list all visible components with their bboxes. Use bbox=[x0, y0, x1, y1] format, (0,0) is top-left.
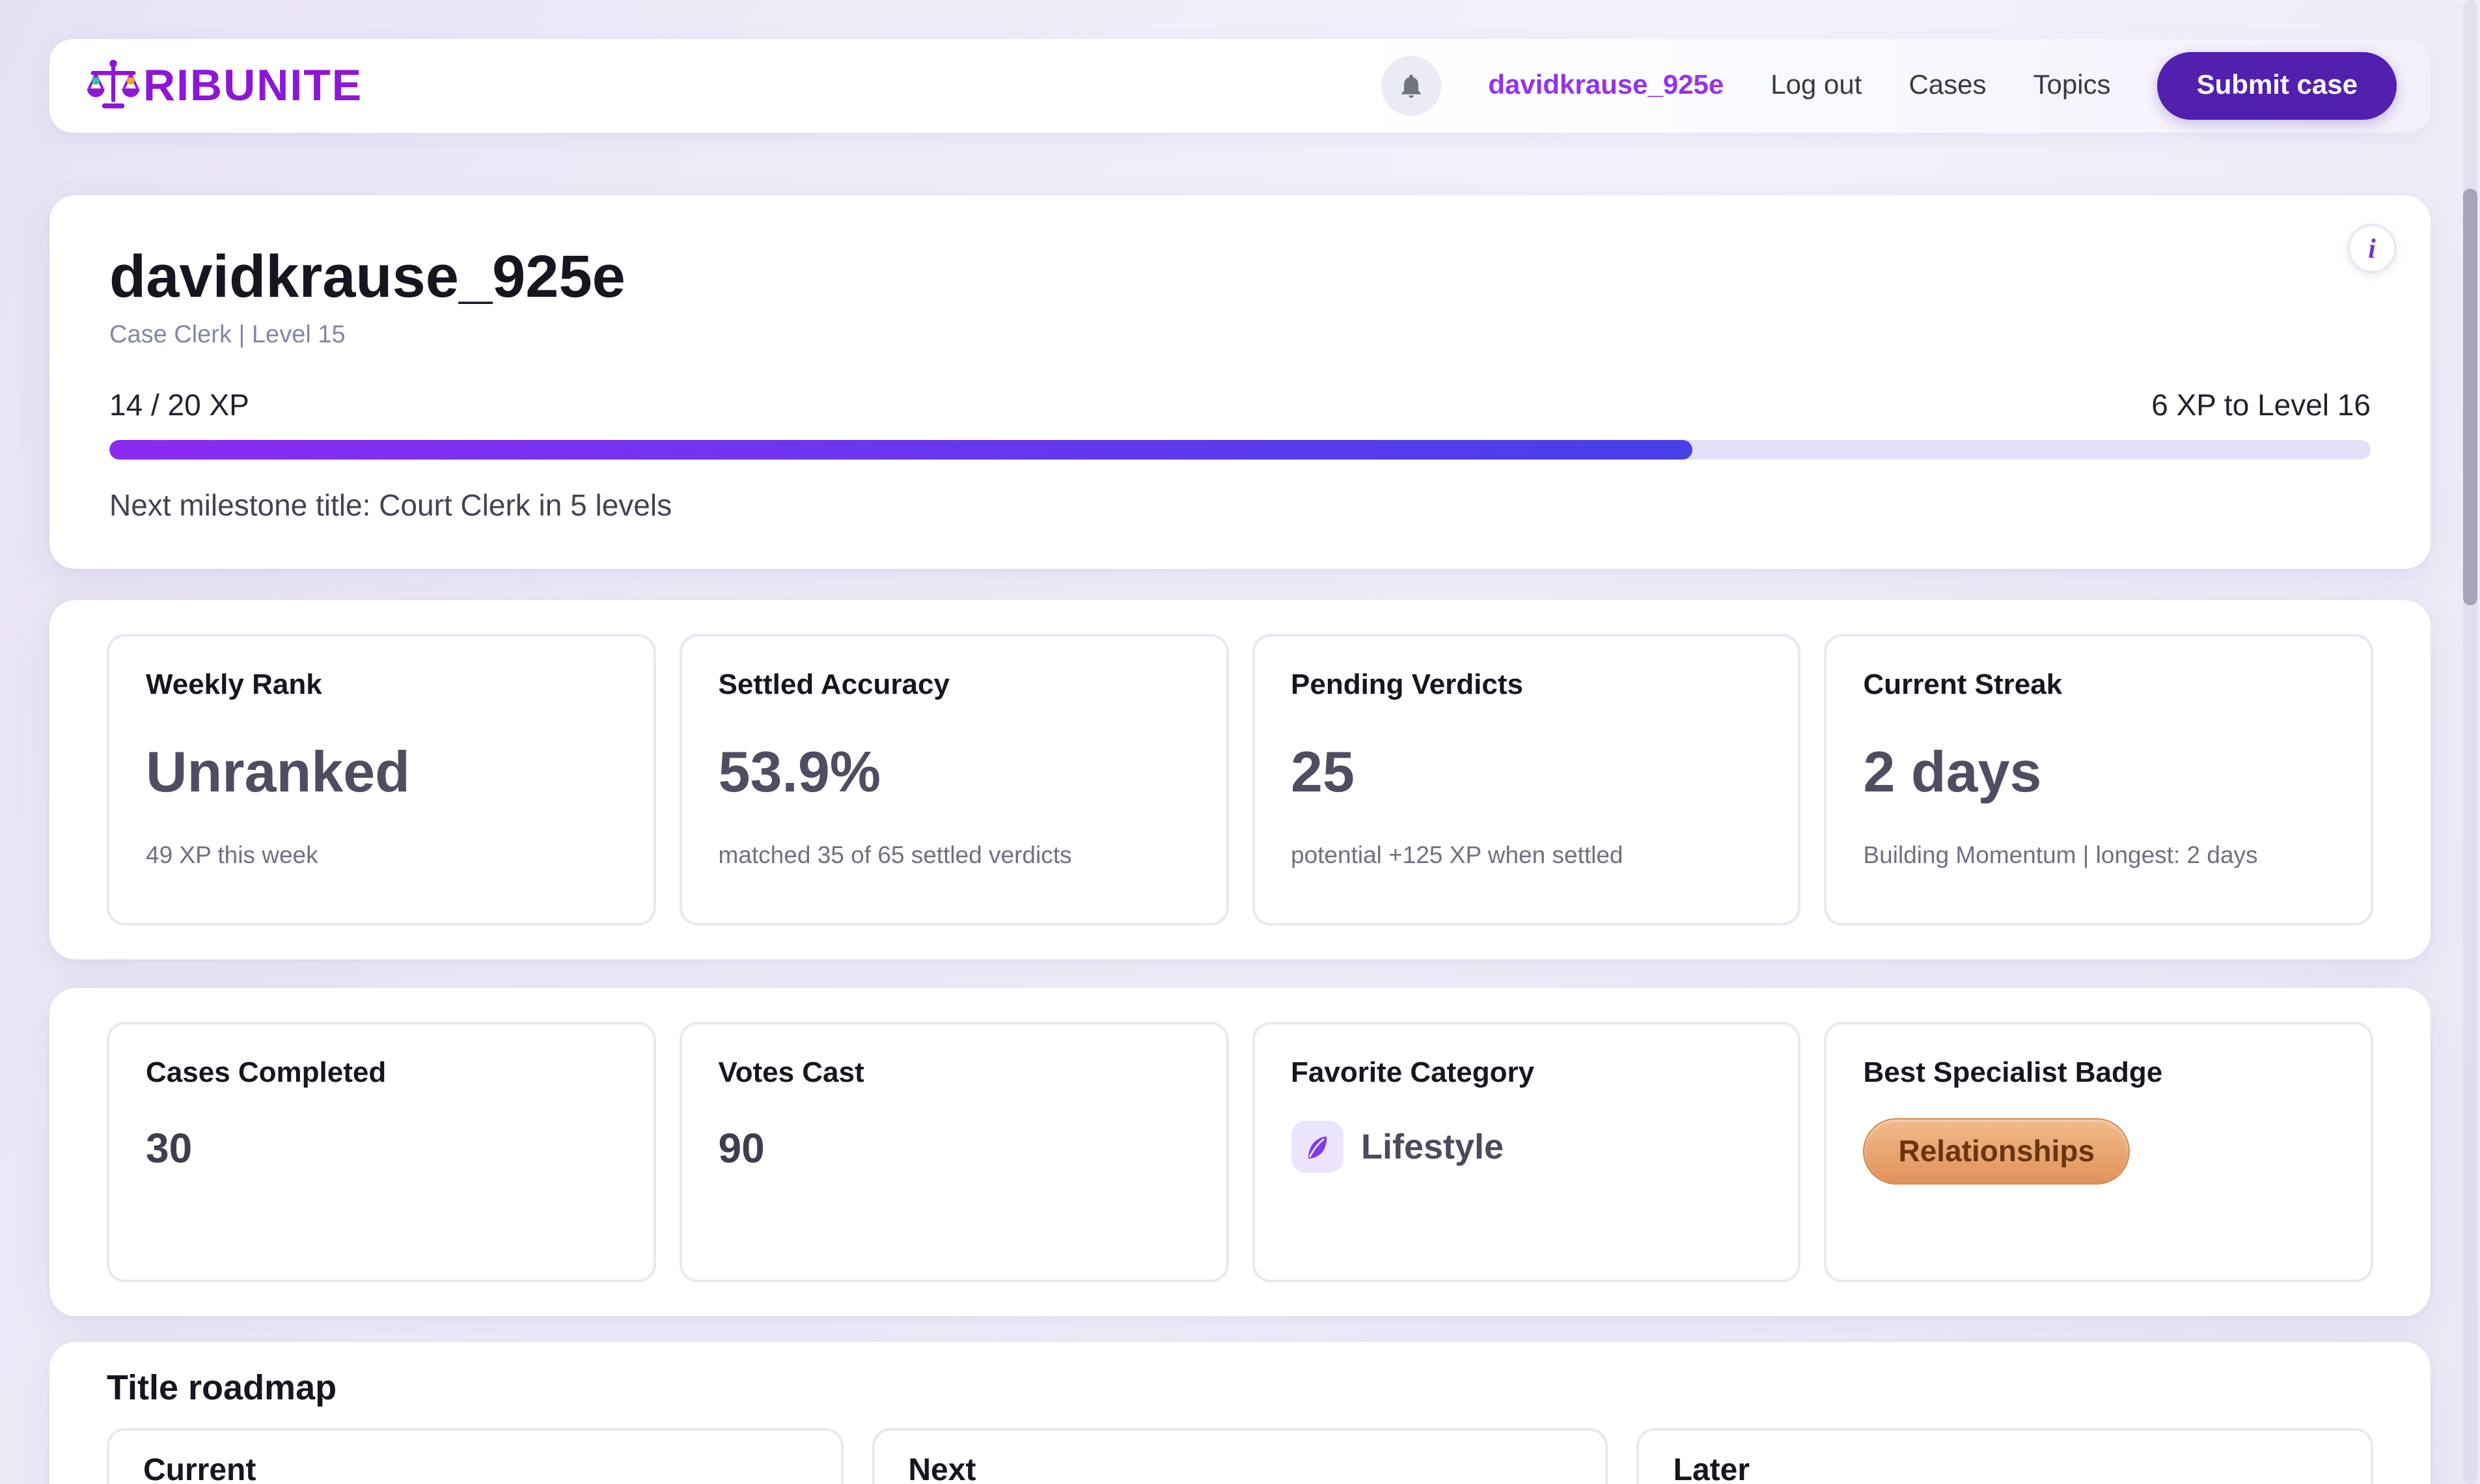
stat-title: Weekly Rank bbox=[146, 668, 322, 700]
stat-value: 30 bbox=[146, 1125, 193, 1172]
roadmap-title: Title roadmap bbox=[107, 1368, 337, 1407]
profile-card: davidkrause_925e Case Clerk | Level 15 1… bbox=[49, 195, 2431, 569]
secondary-stats-grid: Cases Completed 30 Votes Cast 90 Favorit… bbox=[107, 1022, 2373, 1282]
stat-caption: matched 35 of 65 settled verdicts bbox=[718, 841, 1072, 868]
stat-value: 2 days bbox=[1863, 741, 2042, 804]
title-roadmap-panel: Title roadmap Current Next Later bbox=[49, 1342, 2431, 1484]
info-button[interactable]: i bbox=[2347, 224, 2397, 273]
notifications-button[interactable] bbox=[1381, 56, 1442, 116]
scrollbar-thumb[interactable] bbox=[2463, 189, 2477, 605]
roadmap-grid: Current Next Later bbox=[107, 1428, 2373, 1484]
favorite-category-value: Lifestyle bbox=[1361, 1127, 1504, 1166]
navbar: RIBUNITE davidkrause_925e Log out Cases … bbox=[49, 39, 2431, 133]
stat-card-best-specialist-badge: Best Specialist Badge Relationships bbox=[1824, 1022, 2373, 1282]
roadmap-card-label: Current bbox=[143, 1453, 256, 1484]
leaf-icon bbox=[1291, 1121, 1343, 1173]
primary-stats-grid: Weekly Rank Unranked 49 XP this week Set… bbox=[107, 634, 2373, 926]
stat-card-pending-verdicts: Pending Verdicts 25 potential +125 XP wh… bbox=[1252, 634, 1801, 926]
primary-stats-panel: Weekly Rank Unranked 49 XP this week Set… bbox=[49, 600, 2431, 959]
roadmap-card-label: Next bbox=[908, 1453, 976, 1484]
cases-link[interactable]: Cases bbox=[1908, 70, 1987, 100]
scales-logo-icon bbox=[83, 56, 143, 116]
nav-actions: davidkrause_925e Log out Cases Topics Su… bbox=[1381, 52, 2397, 120]
xp-progress-bar bbox=[109, 440, 2371, 460]
stat-title: Favorite Category bbox=[1291, 1056, 1535, 1088]
milestone-text: Next milestone title: Court Clerk in 5 l… bbox=[109, 488, 672, 522]
stat-caption: Building Momentum | longest: 2 days bbox=[1863, 841, 2258, 868]
stat-card-settled-accuracy: Settled Accuracy 53.9% matched 35 of 65 … bbox=[679, 634, 1228, 926]
xp-progress-label: 14 / 20 XP bbox=[109, 388, 249, 422]
nav-username-link[interactable]: davidkrause_925e bbox=[1488, 70, 1724, 100]
stat-title: Best Specialist Badge bbox=[1863, 1056, 2163, 1088]
specialist-badge: Relationships bbox=[1863, 1118, 2130, 1185]
stat-card-cases-completed: Cases Completed 30 bbox=[107, 1022, 656, 1282]
scrollbar-track[interactable] bbox=[2463, 0, 2477, 1484]
stat-caption: 49 XP this week bbox=[146, 841, 318, 868]
roadmap-card-current: Current bbox=[107, 1428, 844, 1484]
stat-value: 53.9% bbox=[718, 741, 881, 804]
stat-value: 90 bbox=[718, 1125, 765, 1172]
stat-value: 25 bbox=[1291, 741, 1355, 804]
stat-title: Pending Verdicts bbox=[1291, 668, 1523, 700]
profile-username-title: davidkrause_925e bbox=[109, 242, 626, 310]
submit-case-button[interactable]: Submit case bbox=[2157, 52, 2397, 120]
stat-card-votes-cast: Votes Cast 90 bbox=[679, 1022, 1228, 1282]
stat-title: Cases Completed bbox=[146, 1056, 387, 1088]
stat-card-current-streak: Current Streak 2 days Building Momentum … bbox=[1824, 634, 2373, 926]
xp-to-next-label: 6 XP to Level 16 bbox=[2151, 388, 2371, 422]
stat-title: Current Streak bbox=[1863, 668, 2063, 700]
xp-progress-fill bbox=[109, 440, 1692, 460]
logout-link[interactable]: Log out bbox=[1770, 70, 1862, 100]
bell-icon bbox=[1397, 72, 1426, 100]
info-icon: i bbox=[2368, 232, 2376, 264]
secondary-stats-panel: Cases Completed 30 Votes Cast 90 Favorit… bbox=[49, 988, 2431, 1316]
logo-text: RIBUNITE bbox=[143, 61, 363, 110]
xp-row: 14 / 20 XP 6 XP to Level 16 bbox=[109, 385, 2371, 424]
logo[interactable]: RIBUNITE bbox=[83, 56, 363, 116]
stat-caption: potential +125 XP when settled bbox=[1291, 841, 1623, 868]
stat-title: Votes Cast bbox=[718, 1056, 864, 1088]
roadmap-card-label: Later bbox=[1673, 1453, 1750, 1484]
profile-rank-subtitle: Case Clerk | Level 15 bbox=[109, 322, 346, 349]
stat-value: Unranked bbox=[146, 741, 410, 804]
roadmap-card-next: Next bbox=[872, 1428, 1608, 1484]
stat-card-favorite-category: Favorite Category Lifestyle bbox=[1252, 1022, 1801, 1282]
stat-title: Settled Accuracy bbox=[718, 668, 950, 700]
topics-link[interactable]: Topics bbox=[2033, 70, 2111, 100]
favorite-category-row: Lifestyle bbox=[1291, 1121, 1762, 1173]
roadmap-card-later: Later bbox=[1636, 1428, 2373, 1484]
stat-card-weekly-rank: Weekly Rank Unranked 49 XP this week bbox=[107, 634, 656, 926]
